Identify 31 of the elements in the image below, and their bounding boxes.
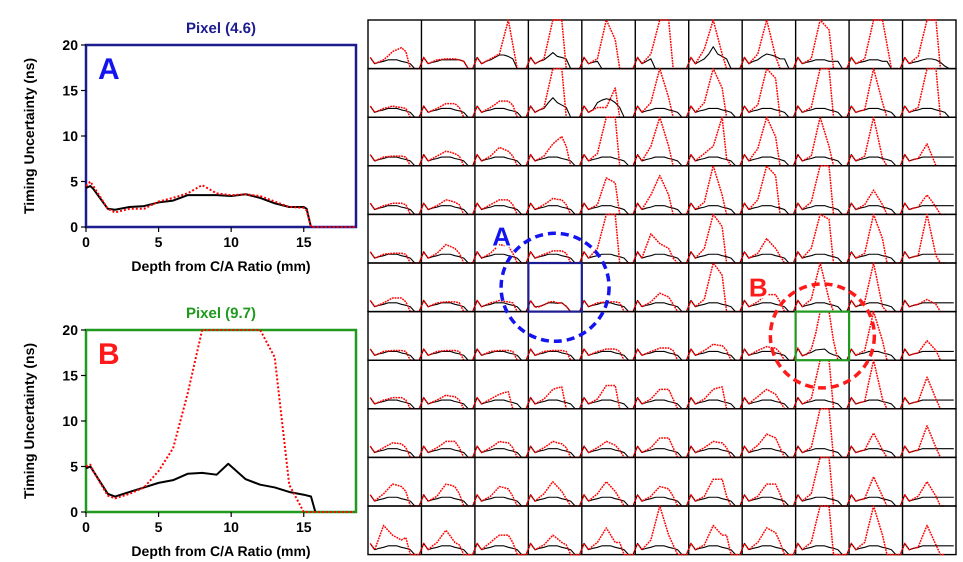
line-series (85, 329, 356, 513)
y-tick-label: 0 (70, 504, 78, 520)
x-tick-label: 15 (296, 234, 312, 250)
annotation: B (748, 272, 768, 302)
chart-title: Pixel (9.7) (186, 305, 256, 322)
x-axis-title: Depth from C/A Ratio (mm) (131, 258, 311, 274)
x-tick-label: 0 (82, 234, 90, 250)
line-series (85, 180, 356, 228)
y-axis-title: Timing Uncertainty (ns) (21, 342, 37, 500)
x-tick-label: 10 (223, 519, 240, 535)
y-tick-label: 10 (62, 128, 78, 144)
y-tick-label: 15 (62, 367, 78, 384)
y-tick-label: 20 (62, 36, 78, 53)
chart-title: Pixel (4.6) (186, 20, 256, 37)
x-tick-label: 5 (154, 519, 163, 535)
y-tick-label: 0 (70, 218, 78, 235)
y-tick-label: 5 (70, 458, 78, 474)
x-tick-label: 15 (296, 519, 312, 535)
x-tick-label: 10 (223, 234, 240, 250)
line-series (85, 185, 312, 228)
x-axis-title: Depth from C/A Ratio (mm) (131, 543, 311, 559)
y-tick-label: 15 (62, 82, 78, 98)
x-tick-label: 0 (82, 519, 90, 535)
y-tick-label: 10 (62, 412, 78, 429)
y-tick-label: 20 (62, 322, 78, 338)
annotation: A (98, 53, 120, 86)
y-tick-label: 5 (70, 173, 78, 190)
x-tick-label: 5 (154, 234, 163, 250)
annotation: A (492, 221, 512, 252)
y-axis-title: Timing Uncertainty (ns) (21, 58, 37, 214)
annotation: B (98, 338, 120, 371)
